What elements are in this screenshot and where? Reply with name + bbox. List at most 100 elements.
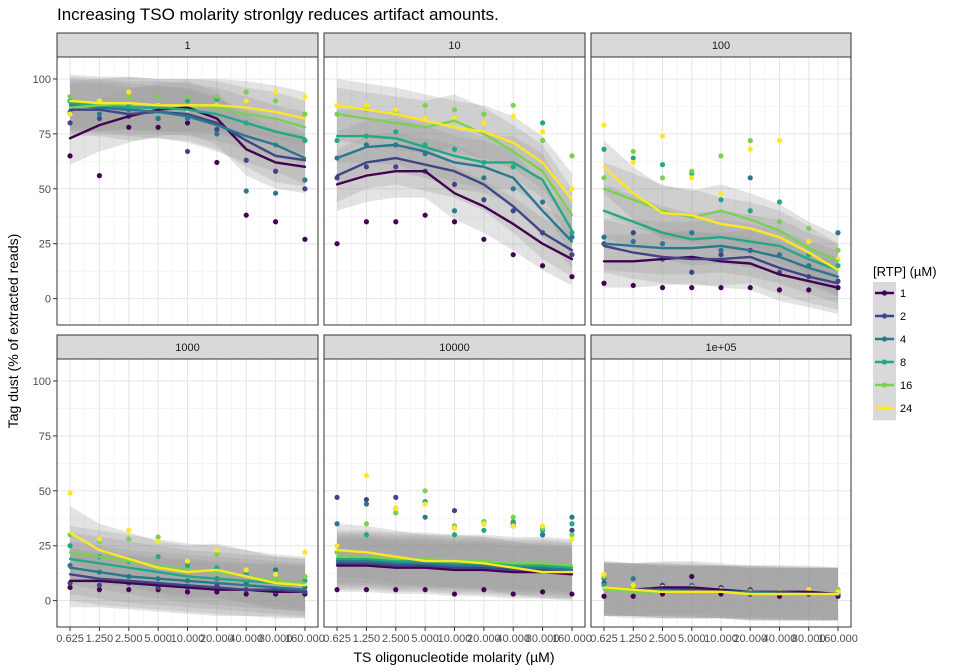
data-point-rtp-16 [569, 153, 575, 159]
data-point-rtp-24 [302, 93, 308, 100]
data-point-rtp-4 [481, 175, 487, 181]
facet-strip-label: 1000 [175, 342, 199, 354]
x-tick-label: 40.000 [229, 633, 263, 645]
confidence-band-16 [337, 87, 572, 242]
data-point-rtp-24 [510, 113, 516, 119]
x-tick-label: 20.000 [733, 633, 767, 645]
facet-strip [590, 32, 852, 58]
data-point-rtp-2 [96, 582, 103, 588]
data-point-rtp-4 [630, 238, 636, 245]
legend-label: 24 [900, 403, 912, 415]
legend-key-point [881, 405, 888, 411]
smooth-lines [602, 586, 840, 596]
data-point-rtp-2 [451, 181, 458, 188]
data-point-rtp-8 [776, 199, 783, 205]
data-point-rtp-2 [393, 164, 399, 170]
data-point-rtp-24 [243, 98, 249, 104]
data-point-rtp-2 [451, 507, 458, 514]
data-point-rtp-24 [363, 102, 370, 108]
data-point-rtp-1 [126, 587, 132, 593]
data-point-rtp-24 [630, 159, 636, 166]
data-point-rtp-1 [689, 285, 695, 291]
series-line-rtp-16 [68, 551, 307, 585]
data-point-rtp-4 [451, 208, 458, 214]
legend-item-8: 8 [873, 351, 906, 374]
facet-strip [56, 334, 319, 360]
series-line-rtp-24 [602, 586, 840, 596]
facet-strip-label: 100 [712, 40, 730, 52]
data-point-rtp-1 [184, 589, 191, 595]
data-point-rtp-8 [481, 527, 487, 533]
data-point-rtp-16 [601, 175, 607, 181]
facet-panel-10000: 10000 0.625 1.250 2.500 5.00010.00020.00040.… [323, 334, 592, 645]
data-point-rtp-4 [363, 501, 370, 507]
data-point-rtp-2 [243, 157, 249, 163]
data-point-rtp-16 [689, 168, 695, 174]
data-point-rtp-1 [214, 159, 220, 166]
data-point-rtp-8 [393, 129, 399, 135]
data-point-rtp-24 [718, 190, 724, 196]
data-point-rtp-24 [184, 558, 191, 564]
data-point-rtp-4 [835, 230, 841, 236]
data-point-rtp-8 [451, 146, 458, 152]
data-point-rtp-4 [689, 230, 695, 236]
data-point-rtp-16 [510, 514, 516, 520]
data-point-rtp-2 [334, 494, 340, 500]
data-point-rtp-24 [451, 525, 458, 531]
x-tick-label: 80.000 [792, 633, 826, 645]
data-point-rtp-1 [67, 153, 73, 159]
y-axis-title: Tag dust (% of extracted reads) [5, 234, 21, 429]
data-point-rtp-16 [539, 137, 546, 144]
chart-title: Increasing TSO molarity stronlgy reduces… [57, 5, 499, 24]
data-point-rtp-16 [126, 93, 132, 100]
data-point-rtp-2 [393, 494, 399, 500]
data-point-rtp-2 [510, 208, 516, 214]
data-point-rtp-16 [630, 148, 636, 155]
x-tick-label: 5.000 [144, 633, 172, 645]
data-point-rtp-1 [601, 280, 607, 286]
data-point-rtp-16 [747, 137, 753, 144]
data-point-rtp-16 [718, 153, 724, 159]
data-point-rtp-1 [569, 591, 575, 597]
data-point-rtp-16 [510, 102, 516, 108]
panel-border [56, 56, 319, 326]
series-line-rtp-8 [602, 209, 840, 272]
x-tick-label: 10.000 [704, 633, 738, 645]
data-point-rtp-1 [422, 587, 428, 593]
data-point-rtp-24 [272, 89, 279, 95]
x-tick-label: 80.000 [526, 633, 560, 645]
x-tick-label: 1.250 [86, 633, 114, 645]
data-point-rtp-8 [67, 543, 73, 549]
data-point-rtp-4 [539, 532, 546, 538]
x-tick-label: 40.000 [763, 633, 797, 645]
facet-panel-1: 1 0 25 50 75 100 [33, 32, 319, 326]
data-point-rtp-1 [363, 587, 370, 593]
data-point-rtp-1 [422, 212, 428, 218]
data-point-rtp-4 [302, 177, 308, 183]
data-point-rtp-2 [302, 186, 308, 192]
x-tick-label: 80.000 [259, 633, 293, 645]
legend-key-point [881, 382, 888, 388]
data-point-rtp-16 [806, 225, 812, 231]
data-point-rtp-2 [214, 126, 220, 133]
x-tick-label: 20.000 [200, 633, 234, 645]
data-point-rtp-4 [539, 199, 546, 205]
data-point-rtp-24 [96, 536, 103, 542]
data-point-rtp-1 [451, 219, 458, 225]
facet-strip-label: 10 [448, 40, 460, 52]
legend-key-point [881, 336, 888, 342]
confidence-band-1 [604, 230, 838, 315]
data-point-rtp-4 [659, 241, 666, 247]
data-point-rtp-24 [214, 547, 220, 553]
data-point-rtp-1 [539, 263, 546, 269]
data-point-rtp-8 [155, 554, 161, 560]
facet-strip [323, 334, 586, 360]
data-point-rtp-1 [630, 593, 636, 599]
data-point-rtp-8 [835, 263, 841, 269]
data-point-rtp-24 [481, 521, 487, 527]
data-point-rtp-24 [481, 120, 487, 126]
y-tick-label: 75 [39, 129, 51, 141]
data-point-rtp-24 [569, 536, 575, 542]
